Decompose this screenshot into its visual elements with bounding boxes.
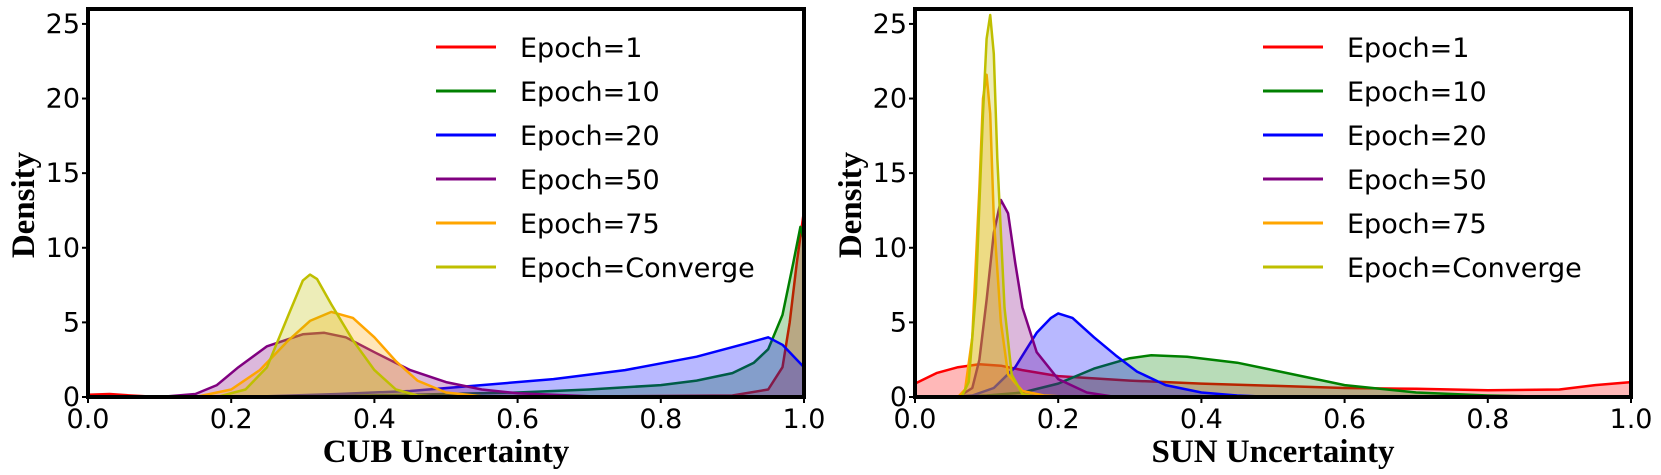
sun-line-epoch-converge [960, 13, 1037, 399]
cub-legend: Epoch=1 Epoch=10 Epoch=20 Epoch=50 Epoch=75 E… [436, 33, 755, 284]
sun-y-tick-label: 15 [873, 158, 907, 189]
sun-legend-label-epoch-10: Epoch=10 [1347, 77, 1487, 108]
cub-x-tick-label: 1.0 [783, 404, 826, 435]
cub-x-tick-label: 0.6 [496, 404, 539, 435]
sun-y-tick-label: 5 [890, 307, 907, 338]
sun-x-ticks: 0.0 0.2 0.4 0.6 0.8 1.0 [894, 397, 1653, 435]
sun-line-epoch-20 [950, 312, 1274, 399]
cub-legend-label-epoch-20: Epoch=20 [520, 121, 660, 152]
cub-y-tick-label: 10 [46, 233, 80, 264]
cub-legend-label-epoch-1: Epoch=1 [520, 33, 642, 64]
sun-legend-label-epoch-50: Epoch=50 [1347, 165, 1487, 196]
sun-area-epoch-50 [958, 200, 1116, 397]
cub-x-ticks: 0.0 0.2 0.4 0.6 0.8 1.0 [67, 397, 826, 435]
sun-area-epoch-1 [915, 364, 1631, 397]
cub-line-epoch-20 [195, 336, 805, 399]
cub-y-tick-label: 25 [46, 9, 80, 40]
sun-y-tick-label: 20 [873, 84, 907, 115]
sun-y-tick-label: 25 [873, 9, 907, 40]
sun-x-tick-label: 1.0 [1610, 404, 1653, 435]
sun-area-epoch-20 [950, 313, 1273, 397]
sun-legend-label-epoch-converge: Epoch=Converge [1347, 253, 1582, 284]
cub-x-tick-label: 0.2 [210, 404, 253, 435]
cub-density-areas [87, 210, 806, 399]
cub-x-tick-label: 0.0 [67, 404, 110, 435]
sun-line-epoch-50 [957, 198, 1116, 399]
cub-area-epoch-converge [216, 274, 446, 397]
cub-line-epoch-75 [195, 310, 518, 399]
cub-line-epoch-50 [159, 331, 661, 399]
cub-line-epoch-converge [216, 273, 447, 399]
cub-legend-label-epoch-50: Epoch=50 [520, 165, 660, 196]
sun-x-tick-label: 0.4 [1180, 404, 1223, 435]
sun-legend: Epoch=1 Epoch=10 Epoch=20 Epoch=50 Epoch=75 E… [1263, 33, 1582, 284]
sun-area-epoch-75 [958, 74, 1073, 397]
sun-area-epoch-10 [950, 355, 1560, 397]
sun-line-epoch-10 [950, 353, 1560, 399]
cub-x-tick-label: 0.8 [639, 404, 682, 435]
cub-plot-frame [86, 7, 806, 399]
sun-x-tick-label: 0.0 [894, 404, 937, 435]
cub-x-tick-label: 0.4 [353, 404, 396, 435]
cub-y-tick-label: 15 [46, 158, 80, 189]
sun-x-tick-label: 0.6 [1323, 404, 1366, 435]
sun-legend-label-epoch-75: Epoch=75 [1347, 209, 1487, 240]
cub-line-epoch-10 [195, 225, 806, 399]
sun-y-axis-title: Density [833, 151, 869, 258]
cub-legend-label-epoch-75: Epoch=75 [520, 209, 660, 240]
cub-x-axis-title: CUB Uncertainty [323, 434, 570, 470]
sun-legend-label-epoch-1: Epoch=1 [1347, 33, 1469, 64]
cub-y-tick-label: 0 [63, 382, 80, 413]
sun-y-ticks: 0 5 10 15 20 25 [873, 9, 915, 413]
cub-legend-label-epoch-10: Epoch=10 [520, 77, 660, 108]
cub-area-epoch-10 [195, 226, 804, 397]
sun-x-axis-title: SUN Uncertainty [1152, 434, 1395, 470]
sun-density-areas [914, 13, 1632, 399]
sun-legend-label-epoch-20: Epoch=20 [1347, 121, 1487, 152]
sun-y-tick-label: 0 [890, 382, 907, 413]
sun-plot-frame [913, 7, 1633, 399]
cub-area-epoch-20 [195, 337, 804, 397]
cub-y-ticks: 0 5 10 15 20 25 [46, 9, 88, 413]
cub-area-epoch-50 [159, 332, 661, 397]
cub-area-epoch-75 [195, 311, 518, 397]
cub-y-tick-label: 20 [46, 84, 80, 115]
sun-x-tick-label: 0.2 [1037, 404, 1080, 435]
cub-y-axis-title: Density [6, 151, 42, 258]
cub-legend-label-epoch-converge: Epoch=Converge [520, 253, 755, 284]
sun-y-tick-label: 10 [873, 233, 907, 264]
cub-y-tick-label: 5 [63, 307, 80, 338]
sun-x-tick-label: 0.8 [1466, 404, 1509, 435]
